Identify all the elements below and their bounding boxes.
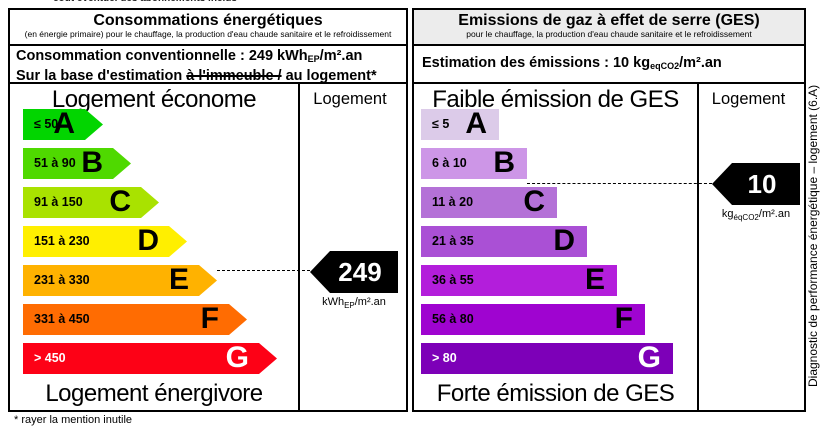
ges-header: Emissions de gaz à effet de serre (GES) … <box>412 8 806 46</box>
ges-scale-bottom-label: Forte émission de GES <box>436 380 675 407</box>
energy-bar-f: 331 à 450 F <box>23 304 247 335</box>
energy-bar-a: ≤ 50 A <box>23 109 103 140</box>
footnote: * rayer la mention inutile <box>14 414 133 426</box>
energy-range-g: > 450 <box>34 351 66 365</box>
energy-estimation-line: Sur la base d'estimation à l'immeuble / … <box>16 68 377 84</box>
energy-letter-d: D <box>137 224 159 257</box>
ges-bar-a: ≤ 5 A <box>421 109 499 140</box>
ges-range-f: 56 à 80 <box>432 312 474 326</box>
ges-range-c: 11 à 20 <box>432 195 474 209</box>
ges-column-divider <box>697 84 699 410</box>
ges-range-g: > 80 <box>432 351 457 365</box>
ges-header-title: Emissions de gaz à effet de serre (GES) <box>458 12 760 29</box>
energy-range-a: ≤ 50 <box>34 117 59 131</box>
energy-letter-f: F <box>200 302 219 335</box>
energy-header-subtitle: (en énergie primaire) pour le chauffage,… <box>24 29 392 39</box>
ges-letter-c: C <box>523 185 545 218</box>
clipped-header-note: coût éventuel des abonnements inclus <box>53 0 353 5</box>
ges-letter-d: D <box>553 224 575 257</box>
energy-range-e: 231 à 330 <box>34 273 90 287</box>
energy-value-callout: 249 <box>310 251 398 293</box>
ges-range-d: 21 à 35 <box>432 234 474 248</box>
ges-header-subtitle: pour le chauffage, la production d'eau c… <box>466 29 752 39</box>
ges-range-e: 36 à 55 <box>432 273 474 287</box>
energy-info-box: Consommation conventionnelle : 249 kWhEP… <box>8 46 408 84</box>
ges-bar-b: 6 à 10 B <box>421 148 527 179</box>
energy-range-b: 51 à 90 <box>34 156 76 170</box>
ges-bar-c: 11 à 20 C <box>421 187 557 218</box>
ges-value-unit: kgéqCO2/m².an <box>721 208 791 222</box>
energy-scale-chart: Logement économe Logement ≤ 50 A 51 à 90 B… <box>8 84 408 412</box>
struck-mention: à l'immeuble / <box>186 68 282 84</box>
unit-subscript: eqCO2 <box>650 61 680 71</box>
ges-scale-chart: Faible émission de GES Logement ≤ 5 A 6 à… <box>412 84 806 412</box>
ges-bar-g: > 80 G <box>421 343 673 374</box>
energy-scale-bottom-label: Logement énergivore <box>45 380 263 407</box>
clipped-header-note-text: coût éventuel des abonnements inclus <box>53 0 353 4</box>
energy-column-label: Logement <box>313 90 387 108</box>
energy-scale-top-label: Logement économe <box>51 86 257 113</box>
ges-callout-dashed-line <box>527 183 712 184</box>
energy-header: Consommations énergétiques (en énergie p… <box>8 8 408 46</box>
energy-column-divider <box>298 84 300 410</box>
ges-estimation-line: Estimation des émissions : 10 kgeqCO2/m²… <box>422 55 722 71</box>
ges-range-b: 6 à 10 <box>432 156 467 170</box>
energy-range-f: 331 à 450 <box>34 312 90 326</box>
ges-bar-d: 21 à 35 D <box>421 226 587 257</box>
energy-consumption-line: Consommation conventionnelle : 249 kWhEP… <box>16 48 363 64</box>
ges-bar-e: 36 à 55 E <box>421 265 617 296</box>
unit-subscript: EP <box>307 54 320 64</box>
energy-range-c: 91 à 150 <box>34 195 83 209</box>
ges-bar-f: 56 à 80 F <box>421 304 645 335</box>
ges-column-label: Logement <box>711 90 786 108</box>
energy-letter-b: B <box>81 146 103 179</box>
energy-letter-a: A <box>53 107 75 140</box>
ges-range-a: ≤ 5 <box>432 117 450 131</box>
energy-value-unit: kWhEP/m².an <box>322 296 386 310</box>
energy-letter-e: E <box>168 263 189 296</box>
energy-bar-e: 231 à 330 E <box>23 265 217 296</box>
side-caption: Diagnostic de performance énergétique – … <box>806 84 820 388</box>
ges-letter-a: A <box>465 107 487 140</box>
ges-scale-top-label: Faible émission de GES <box>432 86 679 113</box>
energy-bar-c: 91 à 150 C <box>23 187 159 218</box>
energy-letter-g: G <box>225 341 249 374</box>
ges-letter-b: B <box>493 146 515 179</box>
energy-bar-d: 151 à 230 D <box>23 226 187 257</box>
ges-info-box: Estimation des émissions : 10 kgeqCO2/m²… <box>412 46 806 84</box>
energy-callout-dashed-line <box>217 270 310 271</box>
unit-subscript: éqCO2 <box>733 213 759 222</box>
ges-letter-f: F <box>614 302 633 335</box>
energy-header-title: Consommations énergétiques <box>93 12 323 29</box>
energy-range-d: 151 à 230 <box>34 234 90 248</box>
energy-letter-c: C <box>109 185 131 218</box>
energy-bar-g: > 450 G <box>23 343 277 374</box>
unit-subscript: EP <box>344 301 355 310</box>
ges-value-callout: 10 <box>712 163 800 205</box>
ges-letter-g: G <box>637 341 661 374</box>
ges-letter-e: E <box>584 263 605 296</box>
energy-bar-b: 51 à 90 B <box>23 148 131 179</box>
